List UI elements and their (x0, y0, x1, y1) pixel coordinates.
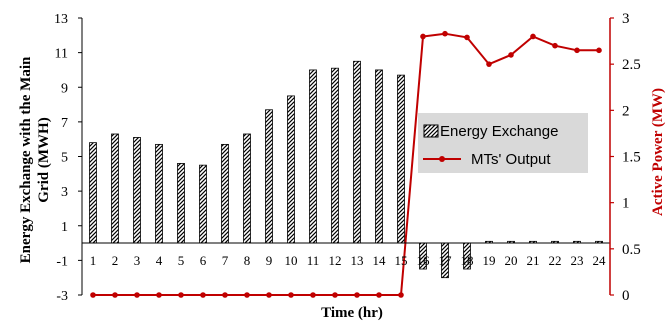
x-tick-labels: 1 2 3 4 5 6 7 8 9 10 11 12 13 14 15 16 17 18 19 20 21 22 23 24 (90, 253, 606, 268)
right-y-tick-label: 2 (622, 103, 630, 119)
x-tick-label: 13 (351, 253, 364, 268)
line-point-11 (310, 292, 316, 298)
left-axis-title-line-2: Grid (MWH) (36, 117, 52, 202)
bar-8 (243, 133, 251, 244)
line-point-20 (508, 52, 514, 58)
x-tick-label: 14 (373, 253, 387, 268)
left-y-tick-label: 1 (61, 220, 68, 235)
line-point-15 (398, 292, 404, 298)
right-y-tick-labels: 0 0.5 1 1.5 2 2.5 3 (610, 11, 641, 304)
left-y-tick-label: 11 (55, 47, 68, 62)
x-tick-label: 24 (593, 253, 607, 268)
legend-label-energy-exchange: Energy Exchange (440, 123, 558, 140)
legend-label-mts-output: MTs' Output (471, 151, 551, 168)
x-tick-label: 5 (178, 253, 185, 268)
line-point-7 (222, 292, 228, 298)
line-point-12 (332, 292, 338, 298)
line-point-2 (112, 292, 118, 298)
line-point-8 (244, 292, 250, 298)
left-axis-title: Energy Exchange with the Main Grid (MWH) (18, 56, 52, 263)
line-point-10 (288, 292, 294, 298)
line-path (93, 32, 599, 296)
x-tick-label: 10 (285, 253, 298, 268)
x-tick-label: 16 (417, 253, 431, 268)
x-tick-label: 11 (307, 253, 320, 268)
x-tick-label: 19 (483, 253, 496, 268)
x-tick-label: 8 (244, 253, 251, 268)
x-tick-label: 23 (571, 253, 584, 268)
x-tick-label: 4 (156, 253, 163, 268)
bar-4 (155, 143, 163, 244)
bar-2 (111, 133, 119, 244)
line-point-13 (354, 292, 360, 298)
x-tick-label: 22 (549, 253, 562, 268)
left-y-tick-label: 3 (61, 185, 68, 200)
bar-3 (133, 137, 141, 244)
line-point-24 (596, 47, 602, 54)
right-y-tick-label: 3 (622, 11, 630, 27)
x-tick-label: 21 (527, 253, 540, 268)
bar-13 (353, 60, 361, 244)
legend-box (418, 113, 588, 173)
x-tick-label: 1 (90, 253, 97, 268)
left-axis-title-line-1: Energy Exchange with the Main (18, 56, 34, 263)
right-y-tick-label: 2.5 (622, 57, 641, 73)
line-point-14 (376, 292, 382, 298)
x-tick-label: 7 (222, 253, 229, 268)
bar-9 (265, 109, 273, 244)
line-point-19 (486, 61, 492, 67)
legend-marker-mts-output (439, 156, 445, 162)
bar-7 (221, 143, 229, 244)
right-axis-title: Active Power (MW) (650, 88, 666, 216)
bar-10 (287, 95, 295, 244)
x-tick-label: 6 (200, 253, 207, 268)
left-y-tick-label: 5 (61, 151, 68, 166)
line-point-6 (200, 292, 206, 298)
left-y-tick-label: 9 (61, 81, 68, 96)
line-point-4 (156, 292, 162, 298)
line-series-mts-output (90, 30, 602, 298)
bar-12 (331, 67, 339, 244)
x-axis-title: Time (hr) (321, 305, 383, 321)
line-point-18 (464, 34, 470, 41)
right-y-tick-label: 0.5 (622, 242, 641, 258)
right-y-tick-label: 0 (622, 288, 630, 304)
left-y-tick-label: -1 (56, 254, 68, 269)
bar-series-energy-exchange (89, 60, 603, 279)
bar-14 (375, 69, 383, 244)
left-y-tick-label: 7 (61, 116, 68, 131)
line-point-21 (530, 33, 536, 40)
bar-6 (199, 164, 207, 244)
line-point-5 (178, 292, 184, 298)
line-point-22 (552, 42, 558, 49)
x-tick-label: 15 (395, 253, 408, 268)
line-point-23 (574, 47, 580, 54)
bar-15 (397, 74, 405, 244)
bar-1 (89, 142, 97, 244)
line-point-9 (266, 292, 272, 298)
line-point-17 (442, 30, 448, 37)
x-tick-label: 12 (329, 253, 342, 268)
x-tick-label: 18 (461, 253, 474, 268)
bar-5 (177, 163, 185, 244)
line-point-16 (420, 33, 426, 40)
x-tick-label: 2 (112, 253, 119, 268)
right-y-tick-label: 1.5 (622, 150, 641, 166)
x-tick-label: 20 (505, 253, 518, 268)
x-tick-label: 3 (134, 253, 141, 268)
x-tick-label: 9 (266, 253, 273, 268)
line-point-1 (90, 292, 96, 298)
left-y-tick-label: 13 (54, 12, 68, 27)
bar-11 (309, 69, 317, 244)
x-tick-label: 17 (439, 253, 453, 268)
line-point-3 (134, 292, 140, 298)
left-y-tick-label: -3 (56, 289, 68, 304)
right-y-tick-label: 1 (622, 196, 630, 212)
legend: Energy Exchange MTs' Output (418, 113, 588, 173)
legend-swatch-energy-exchange (423, 124, 439, 138)
